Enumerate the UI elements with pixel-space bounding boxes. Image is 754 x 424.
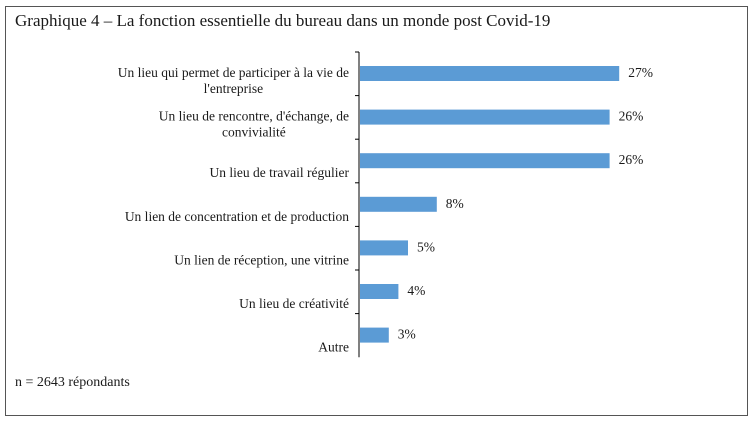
category-label-1: Un lieu qui permet de participer à la vi… — [118, 65, 349, 80]
category-label-7: Autre — [318, 340, 349, 355]
sample-size-note: n = 2643 répondants — [15, 375, 130, 390]
category-label-5: Un lien de réception, une vitrine — [174, 252, 349, 267]
value-label-4: 8% — [446, 196, 464, 211]
bar-3 — [360, 153, 610, 169]
value-label-3: 26% — [619, 152, 644, 167]
value-label-5: 5% — [417, 239, 435, 254]
value-label-6: 4% — [407, 283, 425, 298]
bar-1 — [360, 66, 620, 81]
category-label-6: Un lieu de créativité — [239, 296, 349, 311]
value-label-1: 27% — [628, 65, 653, 80]
bar-4 — [360, 196, 437, 212]
category-label-4: Un lien de concentration et de productio… — [125, 209, 349, 224]
category-label-1: l'entreprise — [204, 81, 263, 96]
bar-2 — [360, 109, 610, 125]
value-label-2: 26% — [619, 109, 644, 124]
category-label-3: Un lieu de travail régulier — [210, 165, 350, 180]
bar-5 — [360, 240, 408, 256]
figure-frame — [5, 6, 748, 416]
bar-7 — [360, 327, 389, 343]
chart-title: Graphique 4 – La fonction essentielle du… — [15, 11, 551, 30]
category-label-2: convivialité — [222, 125, 286, 140]
bar-6 — [360, 284, 399, 299]
value-label-7: 3% — [398, 327, 416, 342]
category-label-2: Un lieu de rencontre, d'échange, de — [159, 109, 349, 124]
